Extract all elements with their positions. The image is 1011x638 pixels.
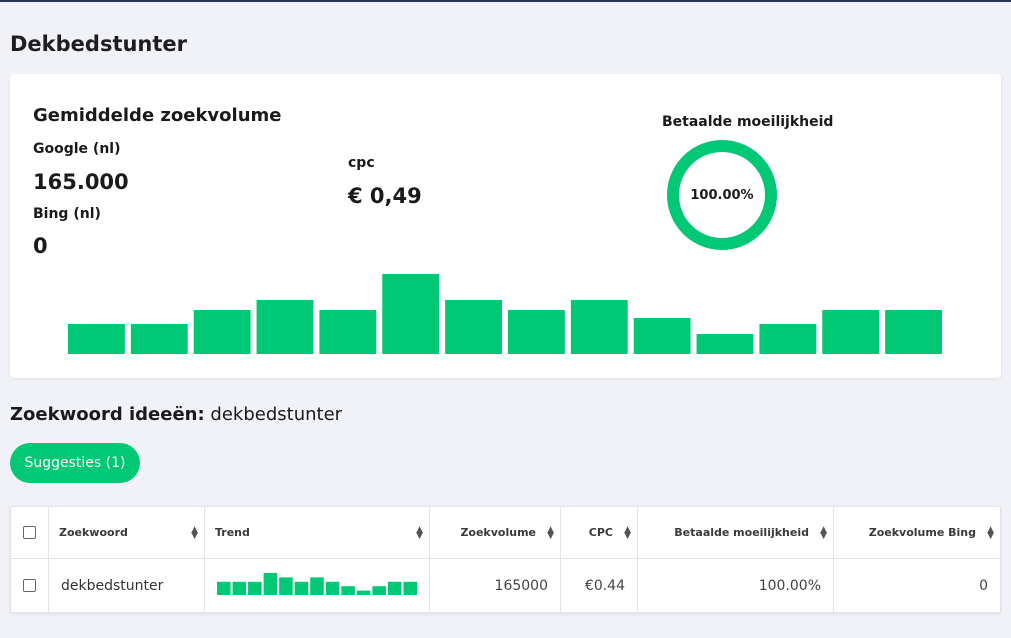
google-value: 165.000 <box>33 170 129 194</box>
cpc-label: cpc <box>348 155 375 171</box>
volume-bar <box>696 334 754 354</box>
col-label: CPC <box>588 526 613 539</box>
sort-icon: ▲ ▼ <box>987 524 994 541</box>
cell-volume: 165000 <box>429 558 561 613</box>
trend-bar <box>217 581 231 595</box>
col-label: Zoekwoord <box>59 526 128 539</box>
sort-icon: ▲ ▼ <box>191 524 198 541</box>
cell-cpc: €0.44 <box>560 558 638 613</box>
volume-bar <box>256 300 314 354</box>
trend-bar <box>263 572 278 595</box>
trend-bar <box>325 581 340 595</box>
trend-bar <box>279 576 293 595</box>
volume-bar <box>508 310 565 354</box>
col-zoekvolume[interactable]: Zoekvolume ▲ ▼ <box>429 506 561 559</box>
select-all-checkbox[interactable] <box>23 526 36 540</box>
volume-bar <box>759 324 817 354</box>
keyword-table: Zoekwoord ▲ ▼ Trend ▲ ▼ Zoekvolume ▲ ▼ CPC … <box>10 506 1001 613</box>
keyword-ideas-label: Zoekwoord ideeën: <box>10 404 205 425</box>
volume-bar <box>130 324 188 354</box>
summary-card: Gemiddelde zoekvolume Google (nl) 165.00… <box>10 74 1001 378</box>
trend-bar <box>403 581 417 595</box>
cell-trend <box>204 558 430 613</box>
cell-bing-volume: 0 <box>833 558 1001 613</box>
volume-bar <box>570 300 628 354</box>
cpc-value: € 0,49 <box>348 184 422 208</box>
sort-icon: ▲ ▼ <box>547 524 554 541</box>
google-label: Google (nl) <box>33 141 121 157</box>
bing-value: 0 <box>33 234 48 258</box>
sort-icon: ▲ ▼ <box>820 524 827 541</box>
row-select-cell <box>10 558 49 613</box>
volume-bar <box>445 300 502 354</box>
suggestions-button[interactable]: Suggesties (1) <box>10 443 140 483</box>
trend-bar <box>341 585 355 595</box>
col-cpc[interactable]: CPC ▲ ▼ <box>560 506 638 559</box>
table-row: dekbedstunter 165000 €0.44 100.00% 0 <box>10 558 1001 613</box>
col-label: Betaalde moeilijkheid <box>674 526 809 539</box>
volume-bar <box>319 310 377 354</box>
volume-bar <box>633 318 691 354</box>
sort-icon: ▲ ▼ <box>416 524 423 541</box>
trend-bar <box>248 581 262 595</box>
table-header-row: Zoekwoord ▲ ▼ Trend ▲ ▼ Zoekvolume ▲ ▼ CPC … <box>10 506 1001 559</box>
trend-bar <box>387 581 402 595</box>
select-all-cell <box>10 506 49 559</box>
keyword-ideas-keyword: dekbedstunter <box>210 404 343 425</box>
volume-bar-chart <box>68 264 942 354</box>
trend-bar <box>310 576 324 595</box>
page-title: Dekbedstunter <box>10 32 188 56</box>
trend-sparkbars <box>217 572 417 595</box>
col-label: Trend <box>215 526 250 539</box>
difficulty-value: 100.00% <box>690 187 754 203</box>
cell-keyword: dekbedstunter <box>48 558 205 613</box>
trend-bar <box>372 585 386 595</box>
trend-bar <box>294 581 309 595</box>
col-difficulty[interactable]: Betaalde moeilijkheid ▲ ▼ <box>637 506 834 559</box>
trend-bar <box>356 590 371 595</box>
sort-icon: ▲ ▼ <box>624 524 631 541</box>
avg-volume-title: Gemiddelde zoekvolume <box>33 105 282 126</box>
difficulty-label: Betaalde moeilijkheid <box>662 114 834 130</box>
volume-bar <box>885 310 942 354</box>
row-checkbox[interactable] <box>23 579 36 592</box>
donut-arc <box>667 140 777 250</box>
volume-bar <box>382 274 440 354</box>
volume-bar <box>822 310 880 354</box>
difficulty-donut: 100.00% <box>665 138 779 252</box>
col-label: Zoekvolume Bing <box>868 526 976 539</box>
keyword-ideas-title: Zoekwoord ideeën: dekbedstunter <box>10 404 342 425</box>
col-trend[interactable]: Trend ▲ ▼ <box>204 506 430 559</box>
bing-label: Bing (nl) <box>33 206 101 222</box>
volume-bar <box>68 324 125 354</box>
col-zoekwoord[interactable]: Zoekwoord ▲ ▼ <box>48 506 205 559</box>
cell-difficulty: 100.00% <box>637 558 834 613</box>
volume-bar <box>193 310 251 354</box>
trend-bar <box>232 581 247 595</box>
col-label: Zoekvolume <box>460 526 536 539</box>
col-bing-volume[interactable]: Zoekvolume Bing ▲ ▼ <box>833 506 1001 559</box>
